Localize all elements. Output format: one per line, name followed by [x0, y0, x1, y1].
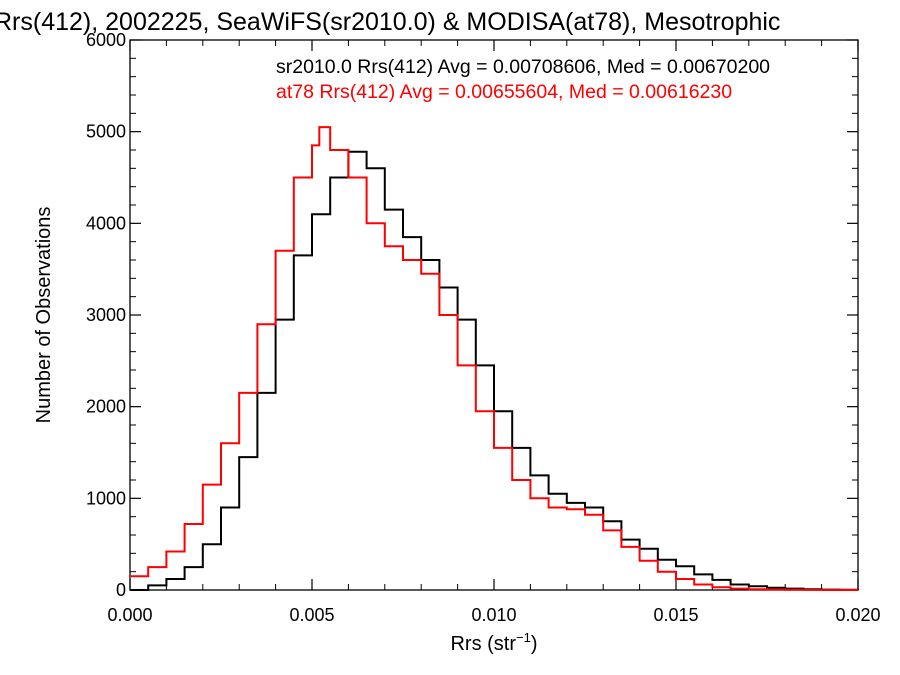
y-tick-label: 1000: [86, 488, 126, 508]
series-layer: [130, 126, 859, 591]
series-stats-at78: at78 Rrs(412) Avg = 0.00655604, Med = 0.…: [276, 81, 732, 103]
y-tick-label: 0: [116, 580, 126, 600]
x-tick-label: 0.010: [471, 605, 516, 625]
y-axis-ticks: 0 1000 2000 3000 4000 5000 6000: [86, 30, 858, 600]
y-tick-label: 6000: [86, 30, 126, 50]
x-axis-ticks: 0.000 0.005 0.010 0.015 0.020: [107, 40, 881, 625]
y-tick-label: 4000: [86, 213, 126, 233]
x-tick-label: 0.020: [835, 605, 880, 625]
x-axis-label-superscript: −1: [516, 630, 531, 645]
x-tick-label: 0.005: [289, 605, 334, 625]
chart-title: Rrs(412), 2002225, SeaWiFS(sr2010.0) & M…: [0, 8, 780, 36]
y-tick-label: 2000: [86, 397, 126, 417]
x-tick-label: 0.015: [653, 605, 698, 625]
x-axis-label-main: Rrs (str: [450, 633, 516, 655]
y-tick-label: 5000: [86, 122, 126, 142]
series-stats-sr2010: sr2010.0 Rrs(412) Avg = 0.00708606, Med …: [276, 56, 770, 78]
x-axis-label-close: ): [531, 633, 538, 655]
series-line-at78: [130, 126, 858, 591]
x-tick-label: 0.000: [107, 605, 152, 625]
y-axis-label: Number of Observations: [33, 207, 55, 424]
x-axis-label: Rrs (str−1): [450, 630, 537, 655]
y-tick-label: 3000: [86, 305, 126, 325]
